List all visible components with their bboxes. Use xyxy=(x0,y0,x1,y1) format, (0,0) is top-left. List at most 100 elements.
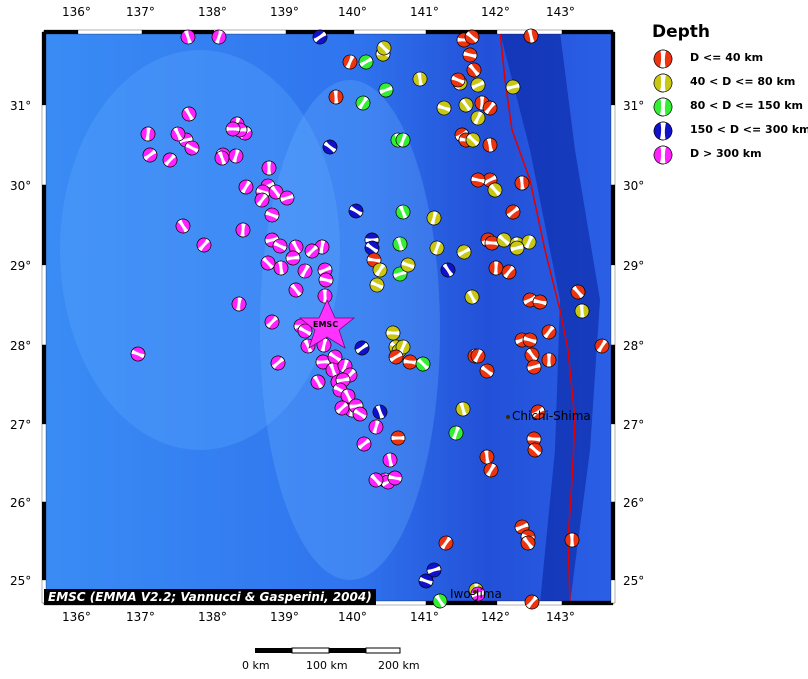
beachball-icon xyxy=(426,562,442,578)
lat-tick-left: 25° xyxy=(10,574,32,588)
beachball-icon xyxy=(455,401,471,417)
beachball-icon xyxy=(653,73,673,93)
lon-tick-top: 136° xyxy=(62,5,91,19)
beachball-icon xyxy=(487,182,503,198)
lat-tick-left: 31° xyxy=(10,99,32,113)
beachball-icon xyxy=(211,29,227,45)
beachball-icon xyxy=(402,354,418,370)
beachball-icon xyxy=(530,404,546,420)
beachball-icon xyxy=(184,140,200,156)
lat-tick-right: 25° xyxy=(623,574,645,588)
beachball-icon xyxy=(653,97,673,117)
scale-label-0: 0 km xyxy=(242,659,270,672)
lon-tick-top: 142° xyxy=(481,5,510,19)
beachball-icon xyxy=(388,349,404,365)
beachball-icon xyxy=(260,255,276,271)
beachball-icon xyxy=(438,535,454,551)
lat-tick-right: 30° xyxy=(623,179,645,193)
beachball-icon xyxy=(564,532,580,548)
lon-tick-top: 141° xyxy=(410,5,439,19)
beachball-icon xyxy=(340,388,356,404)
beachball-icon xyxy=(214,150,230,166)
scale-bar xyxy=(255,647,401,654)
lon-tick-top: 138° xyxy=(198,5,227,19)
lat-tick-left: 28° xyxy=(10,339,32,353)
beachball-icon xyxy=(231,296,247,312)
beachball-icon xyxy=(317,288,333,304)
beachball-icon xyxy=(395,132,411,148)
beachball-icon xyxy=(456,244,472,260)
lon-tick-top: 137° xyxy=(126,5,155,19)
beachball-icon xyxy=(297,263,313,279)
legend-item: D > 300 km xyxy=(652,144,762,169)
beachball-icon xyxy=(372,404,388,420)
beachball-icon xyxy=(415,356,431,372)
legend-item: D <= 40 km xyxy=(652,48,763,73)
beachball-icon xyxy=(288,239,304,255)
island-marker-iwo xyxy=(473,590,477,594)
beachball-icon xyxy=(479,449,495,465)
beachball-icon xyxy=(509,240,525,256)
beachball-icon xyxy=(470,77,486,93)
beachball-icon xyxy=(342,54,358,70)
beachball-icon xyxy=(162,152,178,168)
legend-item-label: 80 < D <= 150 km xyxy=(690,99,803,112)
beachball-icon xyxy=(378,82,394,98)
beachball-icon xyxy=(488,260,504,276)
beachball-icon xyxy=(395,339,411,355)
beachball-icon xyxy=(653,145,673,165)
legend-item-label: D <= 40 km xyxy=(690,51,764,64)
lat-tick-left: 30° xyxy=(10,179,32,193)
beachball-icon xyxy=(304,243,320,259)
beachball-icon xyxy=(541,352,557,368)
legend-item: 80 < D <= 150 km xyxy=(652,96,803,121)
beachball-icon xyxy=(418,573,434,589)
beachball-icon xyxy=(653,121,673,141)
beachball-icon xyxy=(297,323,313,339)
beachball-icon xyxy=(653,73,673,93)
ridge-shading xyxy=(260,80,440,580)
beachball-icon xyxy=(369,277,385,293)
beachball-icon xyxy=(235,222,251,238)
beachball-icon xyxy=(376,40,392,56)
epicenter-label: EMSC xyxy=(313,320,338,329)
lon-tick-top: 139° xyxy=(270,5,299,19)
beachball-icon xyxy=(180,29,196,45)
beachball-icon xyxy=(358,54,374,70)
beachball-icon xyxy=(462,47,478,63)
lat-tick-left: 27° xyxy=(10,418,32,432)
beachball-icon xyxy=(484,235,500,251)
beachball-icon xyxy=(334,400,350,416)
beachball-icon xyxy=(527,442,543,458)
beachball-icon xyxy=(520,535,536,551)
lon-tick-top: 140° xyxy=(338,5,367,19)
lon-tick-bottom: 140° xyxy=(338,610,367,624)
beachball-icon xyxy=(450,72,466,88)
beachball-icon xyxy=(140,126,156,142)
lon-tick-bottom: 141° xyxy=(410,610,439,624)
beachball-icon xyxy=(436,100,452,116)
beachball-icon xyxy=(356,436,372,452)
beachball-icon xyxy=(483,462,499,478)
beachball-icon xyxy=(142,147,158,163)
beachball-icon xyxy=(264,207,280,223)
map-credit: EMSC (EMMA V2.2; Vannucci & Gasperini, 2… xyxy=(44,589,376,605)
beachball-icon xyxy=(514,175,530,191)
place-label-iwo-jima: Iwo-Jima xyxy=(450,587,502,601)
lon-tick-bottom: 139° xyxy=(270,610,299,624)
lat-tick-left: 26° xyxy=(10,496,32,510)
scale-label-100: 100 km xyxy=(306,659,348,672)
beachball-icon xyxy=(385,325,401,341)
beachball-icon xyxy=(470,110,486,126)
beachball-icon xyxy=(318,272,334,288)
beachball-icon xyxy=(653,49,673,69)
lon-tick-bottom: 137° xyxy=(126,610,155,624)
beachball-icon xyxy=(387,470,403,486)
beachball-icon xyxy=(372,262,388,278)
beachball-icon xyxy=(653,97,673,117)
place-label-chichi-shima: Chichi-Shima xyxy=(512,409,591,423)
legend-title: Depth xyxy=(652,22,711,42)
beachball-icon xyxy=(464,289,480,305)
beachball-icon xyxy=(264,314,280,330)
